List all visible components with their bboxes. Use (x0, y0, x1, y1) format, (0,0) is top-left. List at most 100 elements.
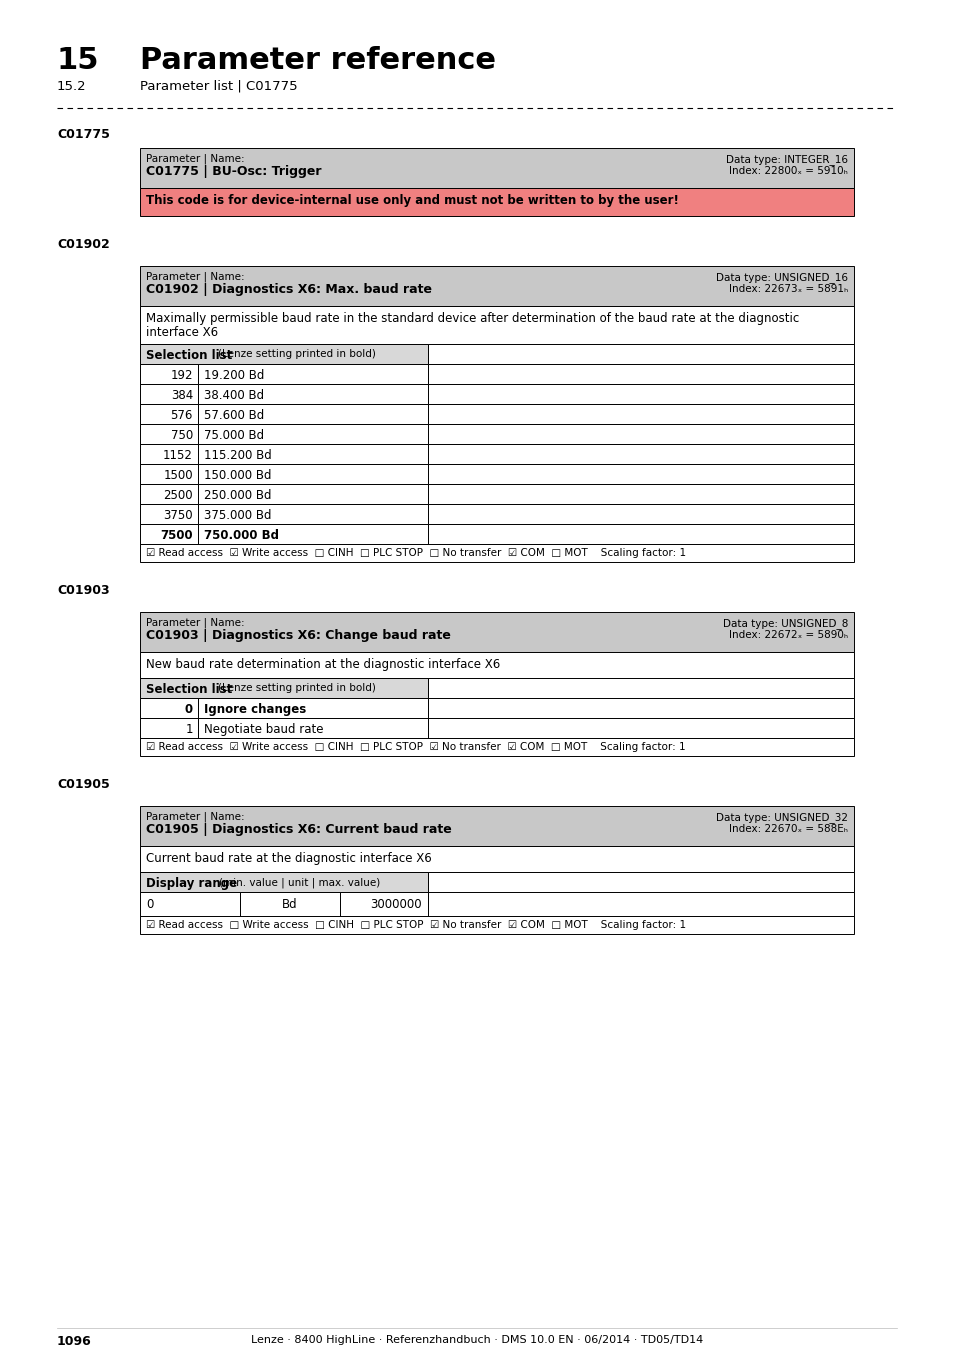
Text: Parameter list | C01775: Parameter list | C01775 (140, 80, 297, 93)
Text: Parameter | Name:: Parameter | Name: (146, 811, 244, 822)
Text: Parameter | Name:: Parameter | Name: (146, 154, 244, 165)
Text: C01905 | Diagnostics X6: Current baud rate: C01905 | Diagnostics X6: Current baud ra… (146, 824, 452, 836)
Text: 1152: 1152 (163, 450, 193, 462)
Text: (min. value | unit | max. value): (min. value | unit | max. value) (219, 878, 380, 887)
Bar (140, 612, 853, 652)
Text: interface X6: interface X6 (146, 325, 218, 339)
Text: Selection list: Selection list (146, 683, 236, 697)
Bar (140, 306, 853, 344)
Bar (140, 524, 198, 544)
Text: Negotiate baud rate: Negotiate baud rate (204, 724, 323, 736)
Bar (428, 892, 853, 917)
Bar (140, 806, 853, 846)
Bar (428, 524, 853, 544)
Bar (428, 383, 853, 404)
Bar (198, 524, 428, 544)
Bar (140, 404, 198, 424)
Text: 15: 15 (57, 46, 99, 76)
Text: 75.000 Bd: 75.000 Bd (204, 429, 264, 441)
Text: 19.200 Bd: 19.200 Bd (204, 369, 264, 382)
Text: (Lenze setting printed in bold): (Lenze setting printed in bold) (218, 683, 375, 693)
Bar (198, 464, 428, 485)
Text: 57.600 Bd: 57.600 Bd (204, 409, 264, 423)
Text: (Lenze setting printed in bold): (Lenze setting printed in bold) (218, 350, 375, 359)
Text: Lenze · 8400 HighLine · Referenzhandbuch · DMS 10.0 EN · 06/2014 · TD05/TD14: Lenze · 8400 HighLine · Referenzhandbuch… (251, 1335, 702, 1345)
Text: C01902: C01902 (57, 238, 110, 251)
Text: Index: 22672ₓ = 5890ₕ: Index: 22672ₓ = 5890ₕ (728, 630, 847, 640)
Bar (428, 364, 853, 383)
Bar (198, 504, 428, 524)
Bar (140, 652, 853, 678)
Text: Bd: Bd (282, 898, 297, 911)
Text: 150.000 Bd: 150.000 Bd (204, 468, 272, 482)
Text: Index: 22673ₓ = 5891ₕ: Index: 22673ₓ = 5891ₕ (728, 284, 847, 294)
Text: Parameter reference: Parameter reference (140, 46, 496, 76)
Bar (198, 444, 428, 464)
Text: C01905: C01905 (57, 778, 110, 791)
Bar (428, 404, 853, 424)
Bar (198, 698, 428, 718)
Bar (140, 188, 853, 216)
Text: Current baud rate at the diagnostic interface X6: Current baud rate at the diagnostic inte… (146, 852, 432, 865)
Bar (428, 485, 853, 504)
Text: 1096: 1096 (57, 1335, 91, 1349)
Bar (140, 678, 428, 698)
Text: Data type: UNSIGNED_32: Data type: UNSIGNED_32 (716, 811, 847, 824)
Text: ☑ Read access  □ Write access  □ CINH  □ PLC STOP  ☑ No transfer  ☑ COM  □ MOT  : ☑ Read access □ Write access □ CINH □ PL… (146, 919, 685, 930)
Text: This code is for device-internal use only and must not be written to by the user: This code is for device-internal use onl… (146, 194, 679, 207)
Bar (140, 917, 853, 934)
Bar (140, 148, 853, 188)
Bar (140, 718, 198, 738)
Text: 15.2: 15.2 (57, 80, 87, 93)
Bar (140, 846, 853, 872)
Text: Index: 22670ₓ = 588Eₕ: Index: 22670ₓ = 588Eₕ (728, 824, 847, 834)
Bar (198, 485, 428, 504)
Bar (198, 424, 428, 444)
Bar (140, 344, 428, 364)
Text: 1500: 1500 (163, 468, 193, 482)
Bar (140, 266, 853, 306)
Text: 0: 0 (185, 703, 193, 716)
Text: 2500: 2500 (163, 489, 193, 502)
Bar (140, 872, 428, 892)
Text: 3750: 3750 (163, 509, 193, 522)
Bar (428, 718, 853, 738)
Text: 0: 0 (146, 898, 153, 911)
Bar (140, 444, 198, 464)
Bar (198, 383, 428, 404)
Bar (140, 383, 198, 404)
Bar (428, 464, 853, 485)
Text: Ignore changes: Ignore changes (204, 703, 306, 716)
Text: ☑ Read access  ☑ Write access  □ CINH  □ PLC STOP  □ No transfer  ☑ COM  □ MOT  : ☑ Read access ☑ Write access □ CINH □ PL… (146, 548, 685, 558)
Bar (140, 544, 853, 562)
Text: 192: 192 (171, 369, 193, 382)
Text: 3000000: 3000000 (370, 898, 421, 911)
Bar (428, 872, 853, 892)
Bar (240, 892, 339, 917)
Text: 38.400 Bd: 38.400 Bd (204, 389, 264, 402)
Bar (428, 444, 853, 464)
Text: 1: 1 (185, 724, 193, 736)
Text: Data type: INTEGER_16: Data type: INTEGER_16 (725, 154, 847, 165)
Bar (140, 698, 198, 718)
Text: Display range: Display range (146, 878, 241, 890)
Bar (428, 424, 853, 444)
Text: C01902 | Diagnostics X6: Max. baud rate: C01902 | Diagnostics X6: Max. baud rate (146, 284, 432, 296)
Text: C01775 | BU-Osc: Trigger: C01775 | BU-Osc: Trigger (146, 165, 321, 178)
Bar (140, 464, 198, 485)
Text: C01903 | Diagnostics X6: Change baud rate: C01903 | Diagnostics X6: Change baud rat… (146, 629, 451, 643)
Text: 115.200 Bd: 115.200 Bd (204, 450, 272, 462)
Text: C01775: C01775 (57, 128, 110, 140)
Text: Selection list: Selection list (146, 350, 236, 362)
Bar (198, 364, 428, 383)
Text: Index: 22800ₓ = 5910ₕ: Index: 22800ₓ = 5910ₕ (728, 166, 847, 176)
Bar (140, 424, 198, 444)
Bar (428, 698, 853, 718)
Text: 576: 576 (171, 409, 193, 423)
Text: New baud rate determination at the diagnostic interface X6: New baud rate determination at the diagn… (146, 657, 499, 671)
Text: ☑ Read access  ☑ Write access  □ CINH  □ PLC STOP  ☑ No transfer  ☑ COM  □ MOT  : ☑ Read access ☑ Write access □ CINH □ PL… (146, 743, 685, 752)
Text: Maximally permissible baud rate in the standard device after determination of th: Maximally permissible baud rate in the s… (146, 312, 799, 325)
Text: 750.000 Bd: 750.000 Bd (204, 529, 278, 541)
Bar (140, 892, 240, 917)
Text: 250.000 Bd: 250.000 Bd (204, 489, 272, 502)
